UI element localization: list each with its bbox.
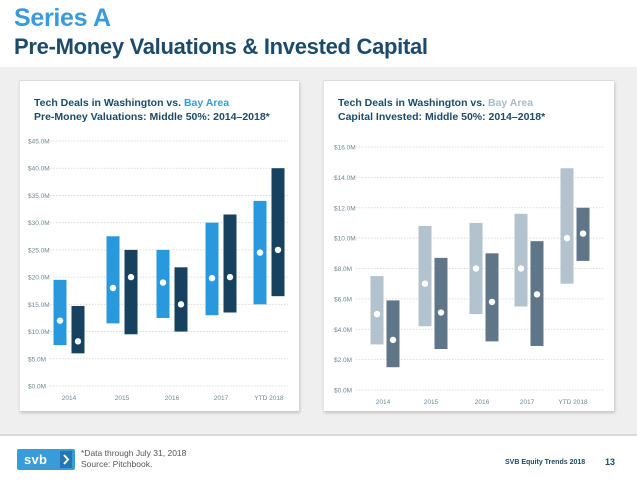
washington-range-bar bbox=[386, 300, 400, 368]
washington-median-point bbox=[437, 309, 445, 316]
bay-area-median-point bbox=[256, 249, 264, 256]
bay-area-median-point bbox=[109, 284, 117, 292]
washington-median-point bbox=[226, 273, 234, 281]
y-tick-label: $8.0M bbox=[334, 266, 352, 273]
x-tick-label: 2016 bbox=[475, 399, 490, 406]
x-tick-label: 2017 bbox=[520, 399, 535, 406]
x-tick-label: 2014 bbox=[376, 399, 391, 406]
washington-median-point bbox=[127, 273, 135, 281]
bay-area-range-bar bbox=[53, 279, 67, 346]
slide-title: Series A bbox=[14, 4, 111, 32]
washington-range-bar bbox=[124, 249, 138, 335]
bay-area-median-point bbox=[517, 265, 525, 272]
washington-median-point bbox=[74, 338, 82, 345]
footnote: *Data through July 31, 2018 Source: Pitc… bbox=[81, 448, 186, 470]
washington-range-bar bbox=[71, 305, 85, 354]
left-chart-subtitle: Pre-Money Valuations: Middle 50%: 2014–2… bbox=[34, 111, 270, 123]
y-tick-label: $35.0M bbox=[28, 193, 50, 200]
y-tick-label: $2.0M bbox=[334, 357, 352, 364]
bay-area-range-bar bbox=[106, 236, 120, 324]
bay-area-range-bar bbox=[370, 276, 384, 345]
right-chart-title-highlight: Bay Area bbox=[487, 97, 534, 109]
x-tick-label: YTD 2018 bbox=[254, 395, 284, 402]
left-chart-title-prefix: Tech Deals in Washington vs. bbox=[34, 97, 184, 109]
bay-area-range-bar bbox=[514, 213, 528, 307]
x-tick-label: 2017 bbox=[214, 395, 229, 402]
washington-median-point bbox=[389, 336, 397, 344]
washington-median-point bbox=[274, 246, 282, 254]
right-range-chart: $0.0M $2.0M $4.0M $6.0M $8.0M $10.0M $12.0M $14… bbox=[334, 145, 604, 406]
right-chart-subtitle: Capital Invested: Middle 50%: 2014–2018* bbox=[338, 111, 546, 123]
y-tick-label: $30.0M bbox=[28, 220, 50, 227]
bay-area-median-point bbox=[159, 279, 167, 286]
y-tick-label: $14.0M bbox=[334, 175, 356, 182]
right-chart-panel: Tech Deals in Washington vs. Bay Area Ca… bbox=[323, 80, 614, 411]
washington-range-bar bbox=[485, 253, 499, 342]
left-chart-title: Tech Deals in Washington vs. Bay Area Pr… bbox=[34, 96, 270, 124]
bay-area-range-bar bbox=[205, 222, 219, 316]
washington-range-bar bbox=[223, 214, 237, 313]
x-tick-label: 2014 bbox=[62, 395, 77, 402]
x-tick-label: 2016 bbox=[165, 395, 180, 402]
washington-median-point bbox=[533, 291, 541, 298]
washington-median-point bbox=[177, 301, 185, 308]
left-range-chart: $0.0M $5.0M $10.0M $15.0M $20.0M $25.0M $30.0M… bbox=[28, 139, 288, 402]
chevron-right-icon bbox=[60, 451, 72, 468]
bay-area-median-point bbox=[421, 280, 429, 287]
slide-subtitle: Pre-Money Valuations & Invested Capital bbox=[14, 34, 428, 59]
svb-logo-text: svb bbox=[24, 452, 48, 467]
bay-area-median-point bbox=[373, 310, 381, 318]
page-number: 13 bbox=[605, 457, 616, 467]
washington-range-bar bbox=[434, 257, 448, 349]
bay-area-median-point bbox=[56, 317, 64, 324]
footnote-source: Source: Pitchbook. bbox=[81, 459, 153, 469]
y-tick-label: $4.0M bbox=[334, 327, 352, 334]
footer-divider bbox=[0, 434, 637, 436]
y-tick-label: $45.0M bbox=[28, 139, 50, 146]
x-tick-label: 2015 bbox=[115, 395, 130, 402]
svb-logo: svb bbox=[17, 449, 75, 470]
y-tick-label: $16.0M bbox=[334, 145, 356, 152]
washington-median-point bbox=[579, 230, 587, 237]
bay-area-median-point bbox=[208, 275, 216, 282]
bay-area-range-bar bbox=[560, 168, 574, 284]
y-tick-label: $25.0M bbox=[28, 247, 50, 254]
y-tick-label: $15.0M bbox=[28, 302, 50, 309]
y-tick-label: $0.0M bbox=[28, 384, 46, 391]
y-tick-label: $12.0M bbox=[334, 205, 356, 212]
right-chart-title: Tech Deals in Washington vs. Bay Area Ca… bbox=[338, 96, 545, 124]
document-name: SVB Equity Trends 2018 bbox=[505, 459, 586, 466]
left-chart-title-highlight: Bay Area bbox=[183, 97, 230, 109]
y-tick-label: $10.0M bbox=[28, 329, 50, 336]
x-tick-label: YTD 2018 bbox=[558, 399, 588, 406]
bay-area-median-point bbox=[472, 265, 480, 272]
y-tick-label: $0.0M bbox=[334, 388, 352, 395]
y-tick-label: $6.0M bbox=[334, 296, 352, 303]
y-tick-label: $5.0M bbox=[28, 356, 46, 363]
y-tick-label: $40.0M bbox=[28, 166, 50, 173]
washington-range-bar bbox=[174, 267, 188, 332]
x-tick-label: 2015 bbox=[424, 399, 439, 406]
washington-median-point bbox=[488, 298, 496, 306]
left-chart-panel: Tech Deals in Washington vs. Bay Area Pr… bbox=[19, 80, 299, 411]
y-tick-label: $20.0M bbox=[28, 275, 50, 282]
bay-area-range-bar bbox=[418, 225, 432, 327]
bay-area-median-point bbox=[563, 234, 571, 242]
right-chart-title-prefix: Tech Deals in Washington vs. bbox=[338, 97, 488, 109]
washington-range-bar bbox=[271, 168, 285, 297]
y-tick-label: $10.0M bbox=[334, 236, 356, 243]
footnote-data-note: *Data through July 31, 2018 bbox=[81, 448, 187, 458]
